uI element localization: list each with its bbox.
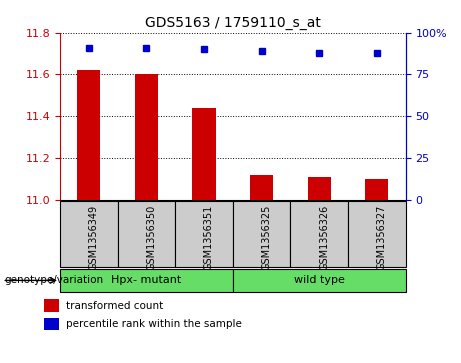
- Bar: [308, 177, 331, 200]
- Bar: [175, 201, 233, 267]
- Bar: [193, 108, 216, 200]
- Text: transformed count: transformed count: [66, 301, 164, 311]
- Bar: [290, 201, 348, 267]
- Text: Hpx- mutant: Hpx- mutant: [111, 276, 182, 285]
- Bar: [60, 201, 118, 267]
- Bar: [44, 318, 59, 330]
- Text: GSM1356351: GSM1356351: [204, 205, 214, 270]
- Text: wild type: wild type: [294, 276, 345, 285]
- Bar: [118, 201, 175, 267]
- Text: GSM1356327: GSM1356327: [377, 205, 387, 270]
- Text: percentile rank within the sample: percentile rank within the sample: [66, 319, 242, 329]
- Bar: [233, 201, 290, 267]
- Text: genotype/variation: genotype/variation: [5, 276, 104, 285]
- Bar: [60, 269, 233, 292]
- Title: GDS5163 / 1759110_s_at: GDS5163 / 1759110_s_at: [145, 16, 321, 30]
- Bar: [365, 179, 388, 200]
- Bar: [250, 175, 273, 200]
- Text: GSM1356349: GSM1356349: [89, 205, 99, 270]
- Text: GSM1356326: GSM1356326: [319, 205, 329, 270]
- Text: GSM1356350: GSM1356350: [146, 205, 156, 270]
- Text: GSM1356325: GSM1356325: [262, 205, 272, 270]
- Bar: [44, 299, 59, 312]
- Bar: [135, 74, 158, 200]
- Bar: [348, 201, 406, 267]
- Bar: [233, 269, 406, 292]
- Bar: [77, 70, 100, 200]
